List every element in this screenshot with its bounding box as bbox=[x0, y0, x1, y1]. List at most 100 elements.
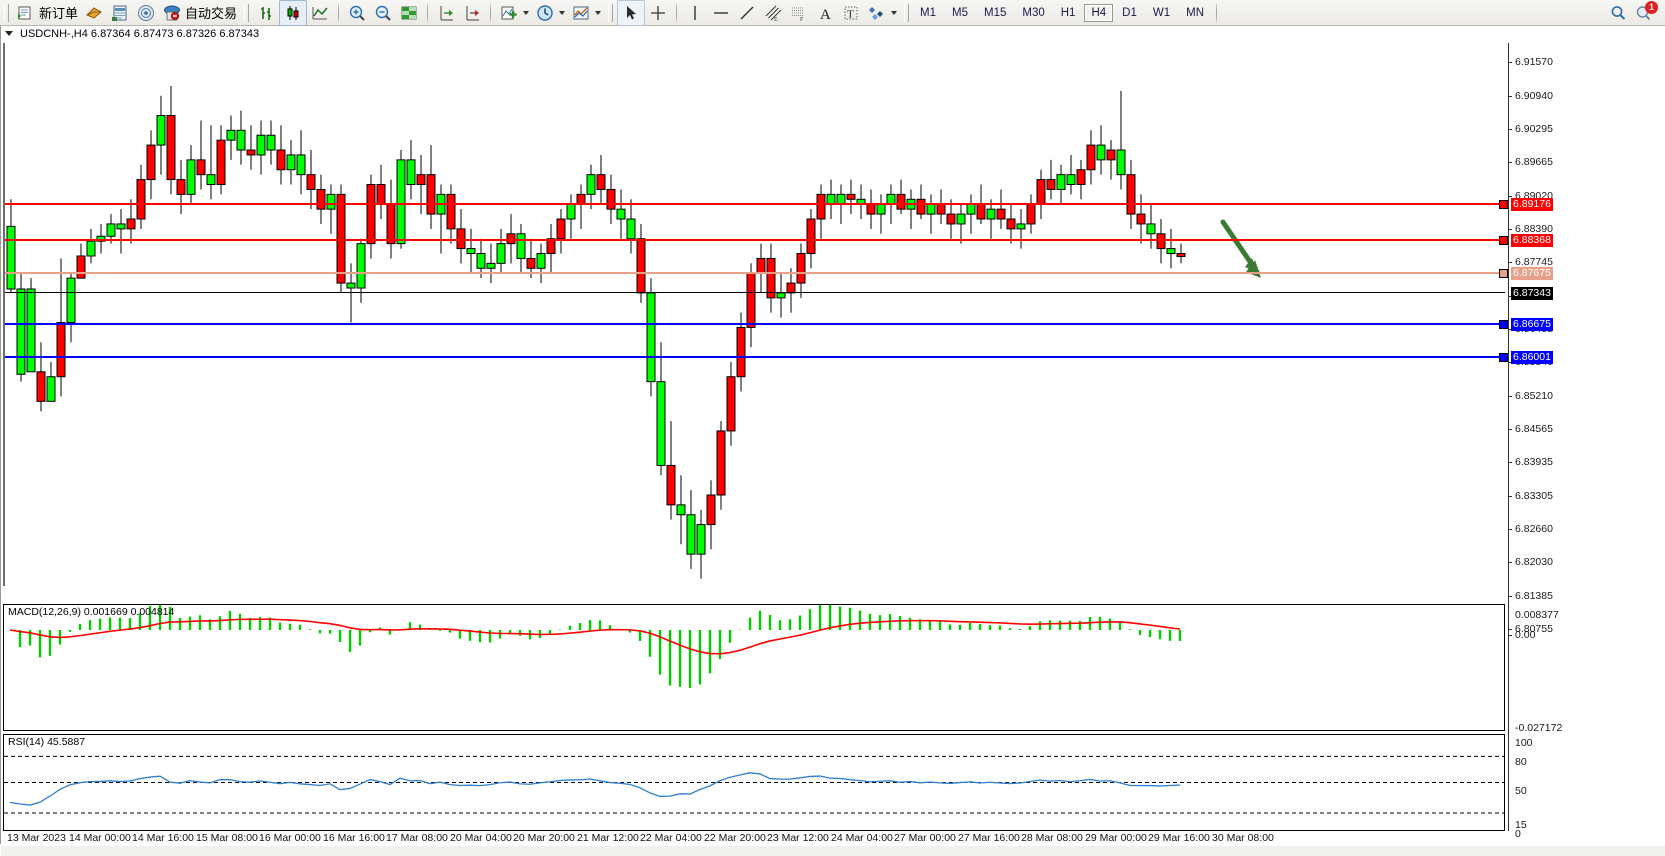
horizontal-line-button[interactable] bbox=[708, 1, 734, 25]
cursor-button[interactable] bbox=[617, 0, 646, 26]
chevron-down-icon-2[interactable] bbox=[559, 10, 566, 15]
fibonacci-button[interactable]: F bbox=[786, 1, 812, 25]
horizontal-line-icon bbox=[711, 3, 731, 23]
chart-shift-button[interactable] bbox=[433, 1, 459, 25]
price-tick-label: 6.80755 bbox=[1515, 623, 1553, 635]
chart-menu-caret-icon[interactable] bbox=[5, 31, 13, 36]
bar-chart-button[interactable] bbox=[253, 1, 279, 25]
autotrading-icon bbox=[162, 3, 182, 23]
level-line-support-1[interactable] bbox=[5, 323, 1505, 325]
autotrading-button[interactable]: 自动交易 bbox=[159, 1, 240, 25]
period-icon bbox=[535, 3, 555, 23]
level-line-current-price[interactable] bbox=[5, 292, 1505, 293]
timeframe-d1[interactable]: D1 bbox=[1122, 6, 1137, 19]
rsi-label: RSI(14) 45.5887 bbox=[8, 736, 86, 748]
macd-pane[interactable]: MACD(12,26,9) 0.001669 0.004814 bbox=[3, 604, 1505, 731]
price-tickmark bbox=[1508, 296, 1512, 297]
price-tag-support-2[interactable]: 6.86001 bbox=[1511, 351, 1553, 364]
timeframe-m5[interactable]: M5 bbox=[952, 6, 968, 19]
zoom-out-button[interactable] bbox=[370, 1, 396, 25]
line-chart-button[interactable] bbox=[307, 1, 333, 25]
toolbar-separator-1 bbox=[338, 3, 340, 22]
level-line-support-2[interactable] bbox=[5, 356, 1505, 358]
time-axis-label: 20 Mar 20:00 bbox=[513, 832, 575, 844]
level-handle-resistance-2[interactable] bbox=[1499, 236, 1508, 245]
price-tag-resistance-2[interactable]: 6.88368 bbox=[1511, 234, 1553, 247]
time-axis-label: 14 Mar 16:00 bbox=[132, 832, 194, 844]
main-toolbar: 新订单 bbox=[0, 0, 1665, 26]
toolbar-grip-4[interactable] bbox=[904, 3, 910, 22]
timeframe-h1[interactable]: H1 bbox=[1060, 6, 1076, 19]
expert-advisors-button[interactable] bbox=[81, 1, 107, 25]
price-scale[interactable]: 6.91570 6.90940 6.90295 6.89665 6.89020 6.883… bbox=[1508, 43, 1665, 840]
level-line-resistance-3[interactable] bbox=[5, 272, 1505, 274]
macd-scale-label: -0.027172 bbox=[1515, 722, 1563, 734]
alerts-button[interactable]: 1 bbox=[1631, 0, 1658, 25]
timeframe-w1[interactable]: W1 bbox=[1152, 6, 1171, 19]
macd-label: MACD(12,26,9) 0.001669 0.004814 bbox=[8, 606, 175, 618]
crosshair-icon bbox=[648, 3, 668, 23]
zoom-in-icon bbox=[347, 3, 367, 23]
auto-scroll-button[interactable] bbox=[459, 1, 485, 25]
period-button[interactable] bbox=[532, 1, 568, 25]
price-chart-canvas[interactable] bbox=[5, 43, 1505, 586]
price-tickmark bbox=[1508, 262, 1512, 263]
text-button[interactable]: T bbox=[838, 1, 864, 25]
time-axis-label: 27 Mar 16:00 bbox=[958, 832, 1020, 844]
level-handle-resistance-1[interactable] bbox=[1499, 200, 1508, 209]
templates-button[interactable] bbox=[568, 1, 604, 25]
rsi-canvas[interactable] bbox=[4, 735, 1504, 830]
candlestick-chart-button[interactable] bbox=[279, 0, 308, 26]
crosshair-button[interactable] bbox=[645, 1, 671, 25]
chart-titlebar: USDCNH-,H4 6.87364 6.87473 6.87326 6.873… bbox=[1, 26, 1665, 41]
horizontal-scrollbar[interactable] bbox=[1, 846, 1665, 856]
price-tag-resistance-3[interactable]: 6.87675 bbox=[1511, 267, 1553, 280]
time-axis[interactable]: 13 Mar 2023 14 Mar 00:00 14 Mar 16:00 15 Ma… bbox=[3, 832, 1505, 846]
chevron-down-icon-3[interactable] bbox=[595, 10, 602, 15]
search-button[interactable] bbox=[1605, 1, 1631, 25]
objects-button[interactable] bbox=[864, 1, 900, 25]
vertical-line-button[interactable] bbox=[682, 1, 708, 25]
time-axis-label: 16 Mar 16:00 bbox=[323, 832, 385, 844]
zoom-in-button[interactable] bbox=[344, 1, 370, 25]
timeframe-h4[interactable]: H4 bbox=[1084, 3, 1114, 22]
level-line-resistance-1[interactable] bbox=[5, 203, 1505, 205]
toolbar-grip[interactable] bbox=[4, 3, 9, 22]
indicators-button[interactable] bbox=[496, 1, 532, 25]
timeframe-m30[interactable]: M30 bbox=[1022, 6, 1045, 19]
rsi-pane[interactable]: RSI(14) 45.5887 bbox=[3, 734, 1505, 831]
chevron-down-icon-4[interactable] bbox=[891, 10, 898, 15]
price-tickmark bbox=[1508, 229, 1512, 230]
data-window-button[interactable] bbox=[107, 1, 133, 25]
level-handle-support-1[interactable] bbox=[1499, 320, 1508, 329]
new-order-icon bbox=[16, 3, 36, 23]
macd-canvas[interactable] bbox=[4, 605, 1504, 730]
price-tag-current-price[interactable]: 6.87343 bbox=[1511, 287, 1553, 300]
price-tag-support-1[interactable]: 6.86675 bbox=[1511, 318, 1553, 331]
level-line-resistance-2[interactable] bbox=[5, 239, 1505, 241]
grid-button[interactable] bbox=[396, 1, 422, 25]
timeframe-mn[interactable]: MN bbox=[1186, 6, 1204, 19]
time-axis-label: 13 Mar 2023 bbox=[7, 832, 66, 844]
macd-scale-label: 0.00 bbox=[1515, 629, 1536, 641]
level-handle-resistance-3[interactable] bbox=[1499, 269, 1508, 278]
rsi-scale-label: 80 bbox=[1515, 756, 1527, 768]
text-label-button[interactable]: A bbox=[812, 1, 838, 25]
equidistant-channel-button[interactable]: E bbox=[760, 1, 786, 25]
toolbar-grip-2[interactable] bbox=[244, 3, 250, 22]
price-tickmark bbox=[1508, 162, 1512, 163]
rsi-scale-label: 50 bbox=[1515, 785, 1527, 797]
macd-scale-label: 0.008377 bbox=[1515, 609, 1559, 621]
timeframe-m1[interactable]: M1 bbox=[920, 6, 937, 19]
navigator-button[interactable] bbox=[133, 1, 159, 25]
chevron-down-icon[interactable] bbox=[523, 10, 530, 15]
trendline-button[interactable] bbox=[734, 1, 760, 25]
price-pane[interactable] bbox=[3, 43, 1508, 586]
price-tickmark bbox=[1508, 129, 1512, 130]
cursor-icon bbox=[621, 3, 641, 23]
new-order-button[interactable]: 新订单 bbox=[13, 1, 81, 25]
timeframe-m15[interactable]: M15 bbox=[984, 6, 1007, 19]
price-tag-resistance-1[interactable]: 6.89176 bbox=[1511, 198, 1553, 211]
toolbar-grip-3[interactable] bbox=[608, 3, 614, 22]
level-handle-support-2[interactable] bbox=[1499, 353, 1508, 362]
